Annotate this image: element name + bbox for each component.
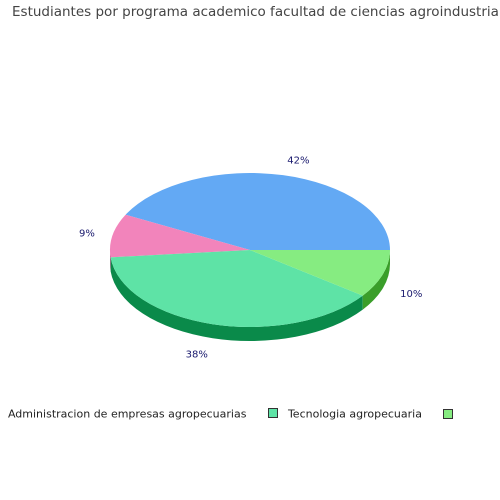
pie-side-3 — [362, 250, 390, 310]
pie-label-2: 38% — [186, 350, 208, 361]
pie-label-0: 42% — [287, 156, 309, 167]
pie-slice-2 — [110, 250, 363, 327]
pie-label-1: 9% — [79, 228, 95, 239]
pie-label-3: 10% — [400, 289, 422, 300]
chart-legend: os Administracion de empresas agropecuar… — [0, 407, 481, 421]
pie-side-1 — [110, 250, 111, 272]
legend-item-administracion: Administracion de empresas agropecuarias — [0, 407, 246, 421]
pie-slice-3 — [250, 250, 390, 296]
pie-side-2 — [110, 257, 363, 341]
legend-item-partial-last — [443, 408, 463, 421]
pie-slice-1 — [109, 214, 250, 258]
legend-label-administracion: Administracion de empresas agropecuarias — [7, 407, 247, 421]
pie-slices — [109, 173, 390, 327]
legend-item-tecnologia: Tecnologia agropecuaria — [267, 407, 422, 421]
chart-title: Estudiantes por programa academico facul… — [12, 4, 500, 20]
pie-slice-0 — [125, 173, 390, 250]
legend-swatch-partial-last — [443, 408, 454, 419]
pie-data-labels: 42% 9% 38% 10% — [79, 156, 422, 361]
legend-label-tecnologia: Tecnologia agropecuaria — [287, 407, 422, 421]
pie-3d-sides — [110, 250, 390, 341]
legend-swatch-tecnologia — [267, 408, 278, 419]
